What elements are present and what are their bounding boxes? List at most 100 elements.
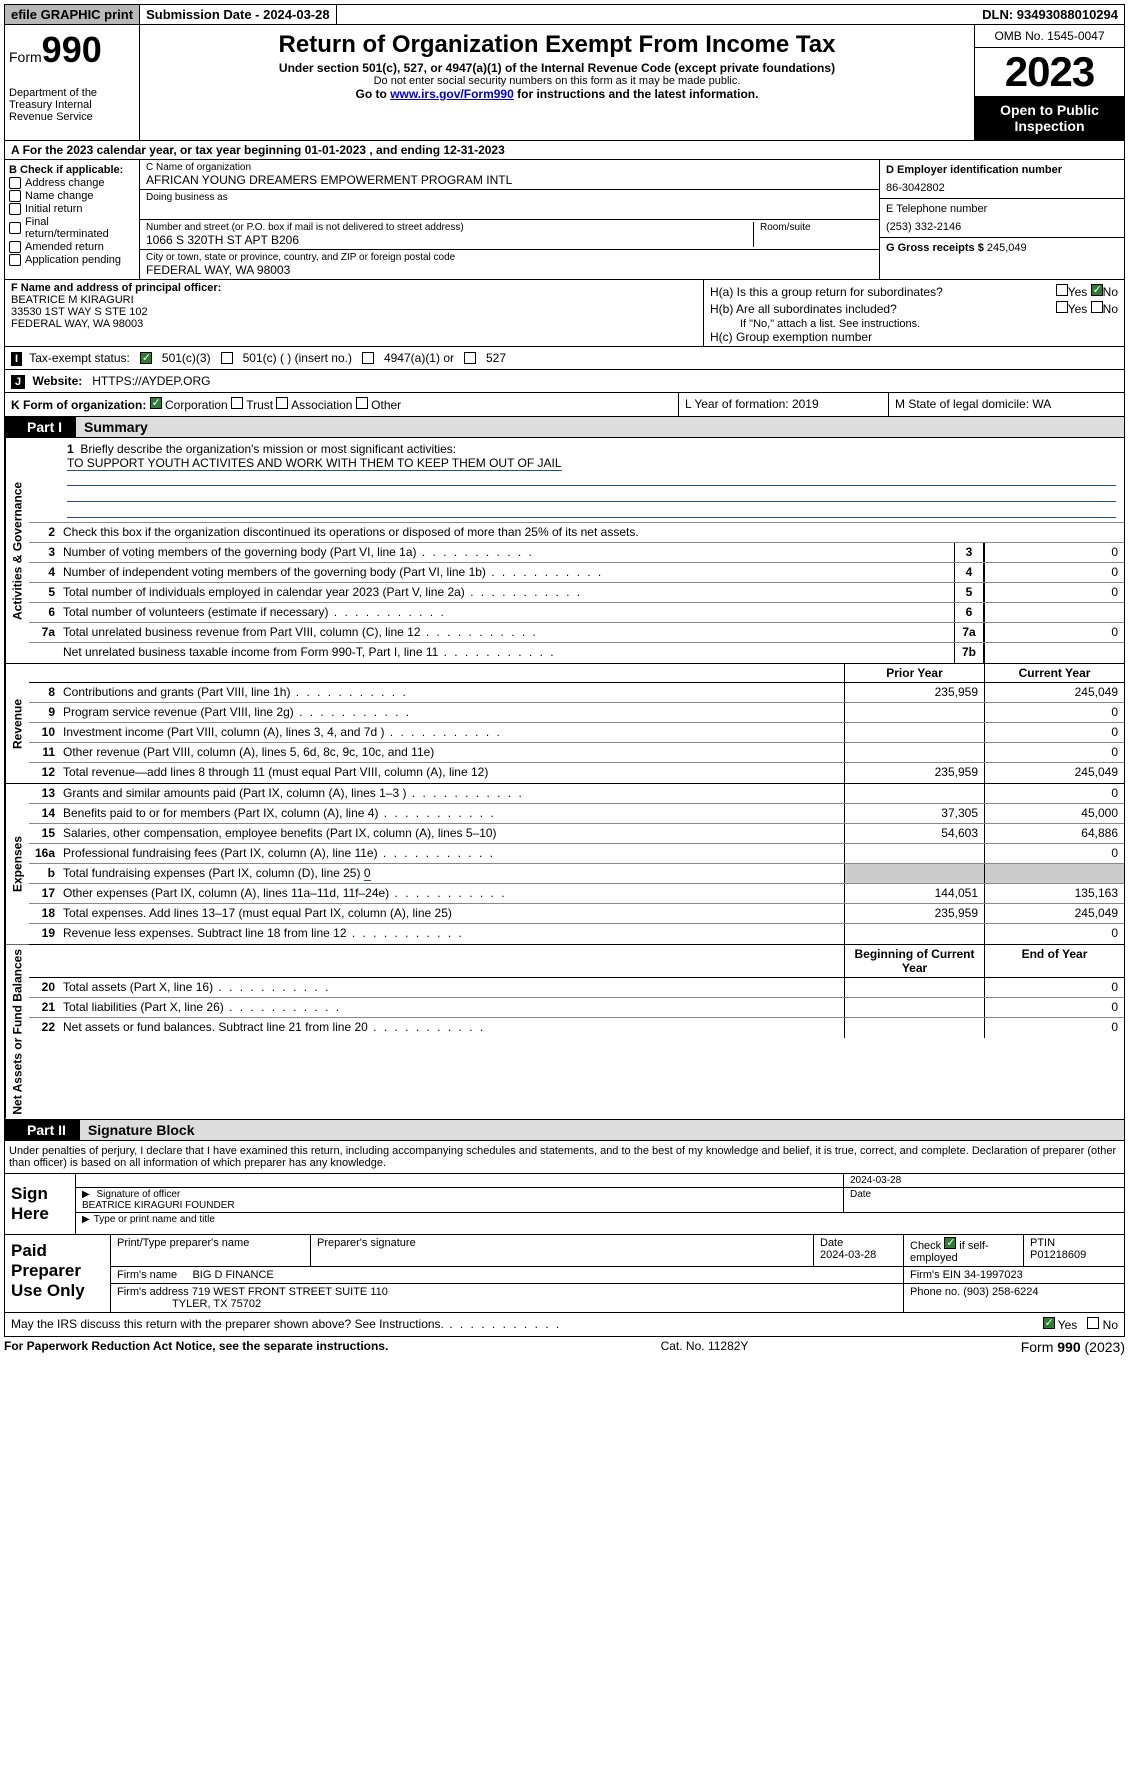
b-opt-initial: Initial return	[9, 203, 135, 215]
checkbox-icon[interactable]	[276, 397, 288, 409]
checkbox-icon[interactable]	[9, 203, 21, 215]
b-opt-final: Final return/terminated	[9, 216, 135, 240]
org-name-cell: C Name of organization AFRICAN YOUNG DRE…	[140, 160, 879, 190]
line12: 12Total revenue—add lines 8 through 11 (…	[29, 763, 1124, 783]
dln: DLN: 93493088010294	[976, 5, 1124, 24]
net-vtab: Net Assets or Fund Balances	[5, 945, 29, 1119]
checkbox-icon[interactable]	[231, 397, 243, 409]
header-mid: Return of Organization Exempt From Incom…	[140, 25, 974, 140]
website-value: HTTPS://AYDEP.ORG	[92, 374, 210, 388]
firm-addr: 719 WEST FRONT STREET SUITE 110	[192, 1286, 388, 1298]
form-header: Form990 Department of the Treasury Inter…	[4, 25, 1125, 141]
prep-cells: Print/Type preparer's name Preparer's si…	[110, 1235, 1124, 1312]
sign-here-label: Sign Here	[5, 1174, 75, 1234]
phone-cell: E Telephone number (253) 332-2146	[880, 199, 1124, 238]
line-a-text: For the 2023 calendar year, or tax year …	[23, 143, 505, 157]
sig-date-row: 2024-03-28	[76, 1174, 1124, 1188]
sig-label: Signature of officer	[96, 1189, 180, 1200]
line7a: 7aTotal unrelated business revenue from …	[29, 623, 1124, 643]
checkbox-icon[interactable]	[1091, 301, 1103, 313]
checkbox-icon[interactable]	[1043, 1317, 1055, 1329]
section-c: C Name of organization AFRICAN YOUNG DRE…	[140, 160, 879, 279]
gross-label: G Gross receipts $	[886, 242, 984, 254]
sign-here-block: Sign Here 2024-03-28 Signature of office…	[4, 1174, 1125, 1235]
sig-officer-row: Signature of officer BEATRICE KIRAGURI F…	[76, 1188, 1124, 1213]
checkbox-icon[interactable]	[9, 177, 21, 189]
line9: 9Program service revenue (Part VIII, lin…	[29, 703, 1124, 723]
goto-pre: Go to	[356, 87, 391, 101]
part1-tab: Part I	[5, 417, 76, 437]
gov-section: Activities & Governance 1 Briefly descri…	[5, 438, 1124, 664]
line-a: A For the 2023 calendar year, or tax yea…	[4, 141, 1125, 160]
line19: 19Revenue less expenses. Subtract line 1…	[29, 924, 1124, 944]
checkbox-icon[interactable]	[1056, 301, 1068, 313]
ptin: P01218609	[1030, 1249, 1086, 1261]
checkbox-icon[interactable]	[356, 397, 368, 409]
prep-date: 2024-03-28	[820, 1249, 876, 1261]
open-inspection: Open to Public Inspection	[975, 96, 1124, 140]
exp-section: Expenses 13Grants and similar amounts pa…	[5, 784, 1124, 945]
line11: 11Other revenue (Part VIII, column (A), …	[29, 743, 1124, 763]
line10: 10Investment income (Part VIII, column (…	[29, 723, 1124, 743]
prep-row1: Print/Type preparer's name Preparer's si…	[111, 1235, 1124, 1267]
checkbox-icon[interactable]	[1087, 1317, 1099, 1329]
city-cell: City or town, state or province, country…	[140, 250, 879, 279]
checkbox-icon[interactable]	[944, 1237, 956, 1249]
tax-year: 2023	[975, 48, 1124, 96]
officer-cell: F Name and address of principal officer:…	[5, 280, 704, 346]
line2: 2Check this box if the organization disc…	[29, 523, 1124, 543]
dba-value	[146, 203, 873, 217]
year-header: Prior YearCurrent Year	[29, 664, 1124, 683]
gross-value: 245,049	[987, 242, 1027, 254]
org-name-label: C Name of organization	[146, 162, 873, 173]
checkbox-icon[interactable]	[221, 352, 233, 364]
ein-value: 86-3042802	[886, 182, 1118, 194]
goto-link[interactable]: www.irs.gov/Form990	[390, 87, 514, 101]
line20: 20Total assets (Part X, line 16)0	[29, 978, 1124, 998]
footer-mid: Cat. No. 11282Y	[661, 1339, 749, 1355]
dba-cell: Doing business as	[140, 190, 879, 220]
line21: 21Total liabilities (Part X, line 26)0	[29, 998, 1124, 1018]
form-title: Return of Organization Exempt From Incom…	[144, 31, 970, 59]
line16b: bTotal fundraising expenses (Part IX, co…	[29, 864, 1124, 884]
addr-value: 1066 S 320TH ST APT B206	[146, 233, 753, 247]
sig-date-top: 2024-03-28	[844, 1174, 1124, 1187]
b-opt-app: Application pending	[9, 254, 135, 266]
perjury-text: Under penalties of perjury, I declare th…	[4, 1141, 1125, 1174]
firm-name: BIG D FINANCE	[192, 1269, 273, 1281]
website-label: Website:	[32, 374, 82, 388]
exp-vtab: Expenses	[5, 784, 29, 944]
line5: 5Total number of individuals employed in…	[29, 583, 1124, 603]
checkbox-icon[interactable]	[150, 397, 162, 409]
checkbox-icon[interactable]	[9, 222, 21, 234]
form-num: 990	[42, 29, 102, 70]
line16a: 16aProfessional fundraising fees (Part I…	[29, 844, 1124, 864]
part1-title: Summary	[76, 417, 1124, 437]
checkbox-icon[interactable]	[9, 241, 21, 253]
header-right: OMB No. 1545-0047 2023 Open to Public In…	[974, 25, 1124, 140]
line8: 8Contributions and grants (Part VIII, li…	[29, 683, 1124, 703]
part1-header: Part I Summary	[4, 417, 1125, 438]
checkbox-icon[interactable]	[362, 352, 374, 364]
department: Department of the Treasury Internal Reve…	[9, 87, 135, 123]
hb-note: If "No," attach a list. See instructions…	[710, 318, 1118, 330]
top-bar: efile GRAPHIC print Submission Date - 20…	[4, 4, 1125, 25]
checkbox-icon[interactable]	[9, 190, 21, 202]
firm-city: TYLER, TX 75702	[172, 1298, 261, 1310]
line18: 18Total expenses. Add lines 13–17 (must …	[29, 904, 1124, 924]
rev-section: Revenue Prior YearCurrent Year 8Contribu…	[5, 664, 1124, 784]
checkbox-icon[interactable]	[140, 352, 152, 364]
checkbox-icon[interactable]	[9, 254, 21, 266]
firm-phone: (903) 258-6224	[963, 1286, 1038, 1298]
year-formation: L Year of formation: 2019	[679, 393, 889, 416]
footer-left: For Paperwork Reduction Act Notice, see …	[4, 1339, 388, 1355]
checkbox-icon[interactable]	[464, 352, 476, 364]
room-label: Room/suite	[760, 222, 873, 233]
checkbox-icon[interactable]	[1091, 284, 1103, 296]
klm-row: K Form of organization: Corporation Trus…	[4, 393, 1125, 417]
checkbox-icon[interactable]	[1056, 284, 1068, 296]
sig-name: BEATRICE KIRAGURI FOUNDER	[82, 1200, 235, 1211]
line1: 1 Briefly describe the organization's mi…	[29, 438, 1124, 523]
sig-type-row: Type or print name and title	[76, 1213, 1124, 1226]
ssn-note: Do not enter social security numbers on …	[144, 75, 970, 87]
